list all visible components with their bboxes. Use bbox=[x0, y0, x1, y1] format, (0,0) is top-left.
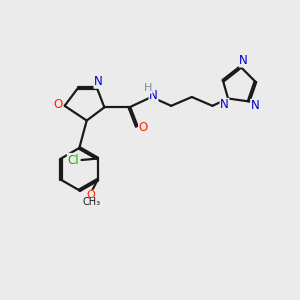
Text: N: N bbox=[149, 89, 158, 102]
Text: O: O bbox=[53, 98, 63, 111]
Text: Cl: Cl bbox=[68, 154, 79, 166]
Text: O: O bbox=[139, 122, 148, 134]
Text: H: H bbox=[144, 83, 152, 93]
Text: N: N bbox=[239, 54, 248, 67]
Text: O: O bbox=[86, 190, 95, 200]
Text: N: N bbox=[94, 75, 103, 88]
Text: CH₃: CH₃ bbox=[83, 197, 101, 207]
Text: N: N bbox=[220, 98, 229, 111]
Text: N: N bbox=[251, 99, 260, 112]
